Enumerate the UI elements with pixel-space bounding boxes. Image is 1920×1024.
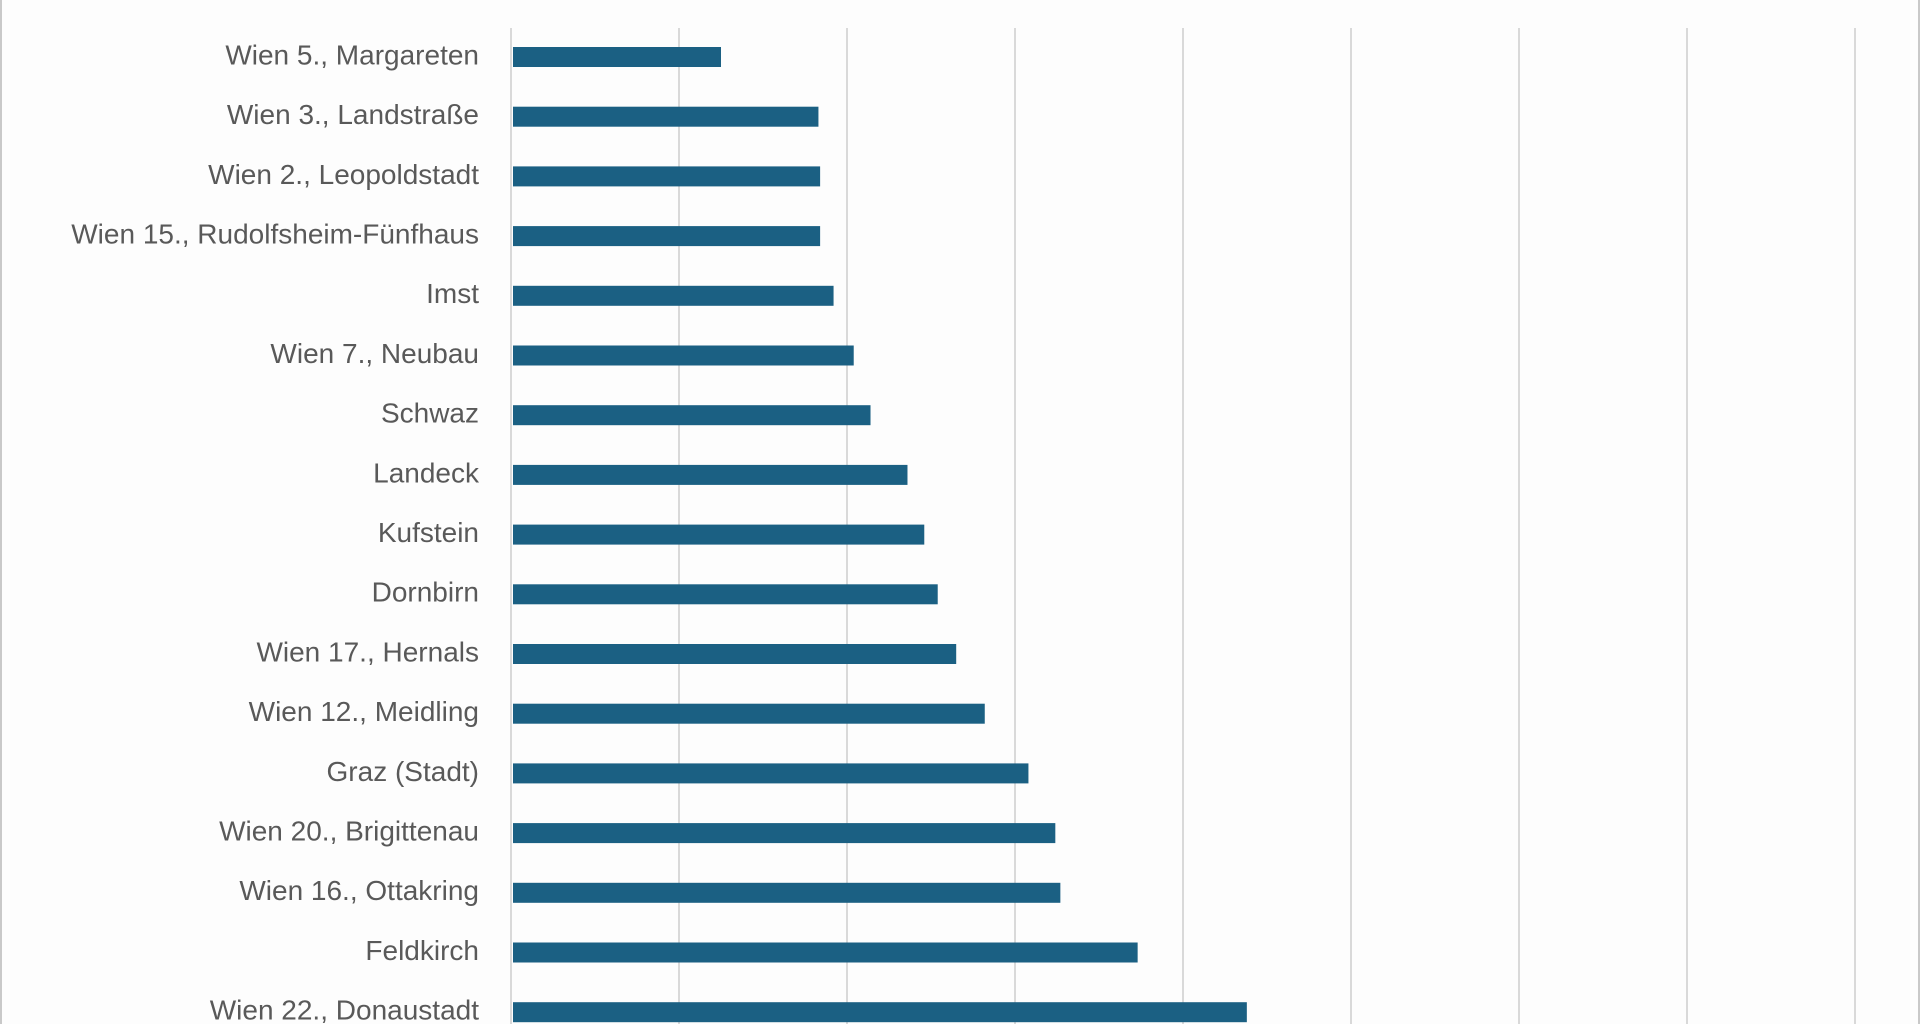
category-label: Graz (Stadt)	[327, 756, 479, 787]
bar	[513, 524, 925, 545]
bar	[513, 584, 938, 605]
bar	[513, 703, 985, 724]
bar	[513, 345, 854, 366]
bar	[513, 823, 1056, 844]
category-label: Imst	[426, 278, 479, 309]
bar	[513, 644, 957, 664]
bar	[513, 285, 834, 306]
bar	[513, 1002, 1247, 1023]
category-label: Wien 7., Neubau	[270, 338, 479, 369]
bar	[513, 106, 819, 127]
category-label: Wien 2., Leopoldstadt	[208, 159, 479, 190]
bar	[513, 226, 821, 247]
category-label: Wien 12., Meidling	[249, 696, 479, 727]
category-label: Wien 5., Margareten	[225, 39, 479, 70]
bar	[513, 882, 1061, 903]
category-label: Wien 22., Donaustadt	[210, 995, 479, 1024]
category-label: Wien 3., Landstraße	[227, 99, 479, 130]
category-label: Dornbirn	[372, 577, 479, 608]
category-label: Feldkirch	[365, 935, 479, 966]
category-label: Landeck	[373, 457, 480, 488]
bar	[513, 405, 871, 426]
gridlines	[510, 28, 1856, 1024]
category-label: Wien 20., Brigittenau	[219, 815, 479, 846]
bar	[513, 464, 908, 485]
bar	[513, 166, 821, 187]
category-label: Schwaz	[381, 398, 479, 429]
category-label: Wien 16., Ottakring	[239, 875, 479, 906]
category-label: Wien 17., Hernals	[256, 636, 479, 667]
category-label: Wien 15., Rudolfsheim-Fünfhaus	[71, 218, 479, 249]
bar	[513, 763, 1029, 784]
bar	[513, 47, 721, 67]
bar	[513, 942, 1138, 963]
category-label: Kufstein	[378, 517, 479, 548]
category-labels: Wien 5., Margareten Wien 3., Landstraße Wi…	[71, 39, 480, 1024]
bars	[513, 47, 1247, 1023]
